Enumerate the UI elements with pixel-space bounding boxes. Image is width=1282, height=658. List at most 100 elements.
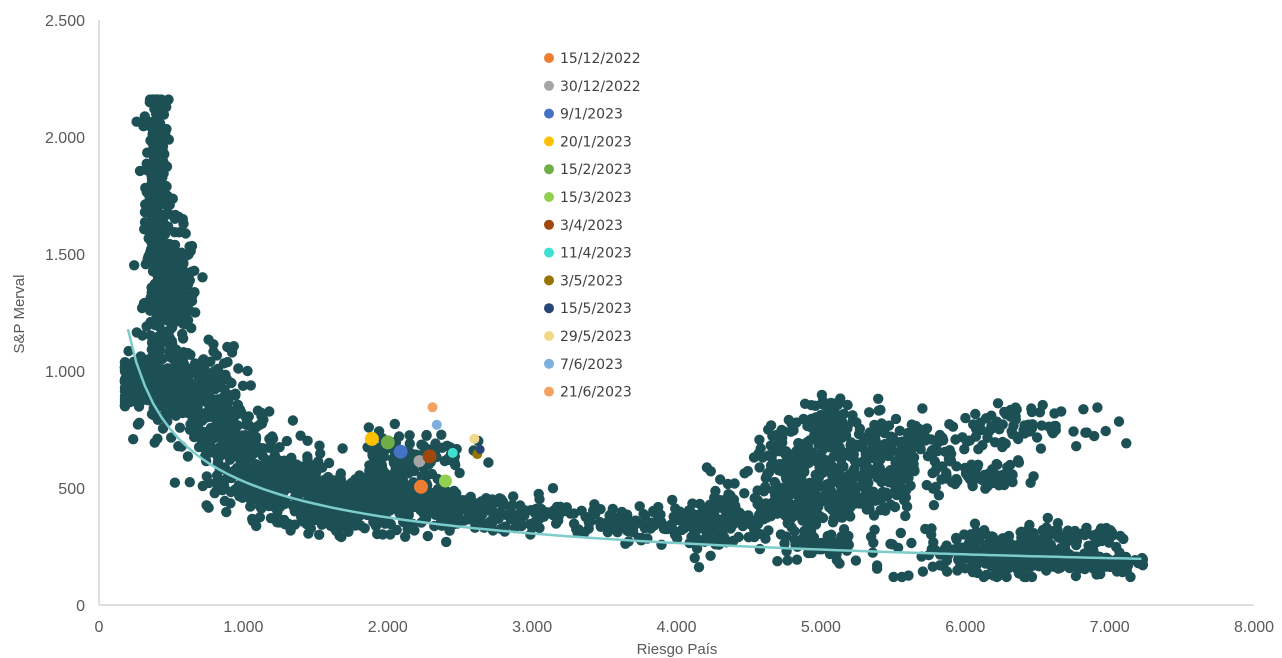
y-tick-label: 1.000 [45,364,85,381]
history-point [722,492,734,503]
history-point [201,396,212,408]
history-point [519,505,531,516]
history-point [132,419,144,430]
history-point [256,407,267,418]
legend-marker [544,80,554,91]
history-point [753,448,764,459]
history-point [305,523,317,534]
history-point [817,399,828,410]
history-point [287,500,299,512]
history-point [202,376,214,387]
history-point [256,418,268,429]
history-point [565,508,576,519]
history-point [170,247,181,258]
history-point [1027,419,1038,430]
history-point [147,116,158,128]
history-point [1101,522,1112,534]
history-point [337,443,348,454]
legend-label: 15/12/2022 [560,51,641,67]
history-point [329,515,340,526]
history-point [132,386,143,397]
history-point [1026,535,1037,547]
history-point [579,527,590,538]
history-point [845,439,856,451]
history-point [193,407,205,418]
history-point [281,474,292,485]
history-point [843,539,854,551]
history-point [752,514,763,525]
history-point [370,521,382,532]
history-point [687,498,698,509]
history-point [959,444,970,455]
history-point [152,379,163,391]
history-point [174,294,186,305]
legend-marker [544,275,554,286]
legend-marker [544,164,554,175]
history-point [604,525,615,536]
history-point [853,428,865,440]
history-point [729,500,741,511]
x-tick-label: 5.000 [801,619,841,636]
history-point [1078,404,1089,415]
history-point [962,470,973,482]
history-point [800,458,811,469]
history-point [162,260,173,271]
legend-item: 11/4/2023 [544,246,632,262]
history-point [372,528,383,540]
history-point [938,435,949,446]
history-point [689,519,700,530]
legend-item: 15/2/2023 [544,162,632,178]
x-tick-label: 0 [95,619,104,636]
history-point [923,549,935,561]
history-point [256,466,267,478]
history-point [190,365,201,376]
history-point [119,374,131,385]
history-point [804,538,815,549]
history-point [944,445,955,456]
history-point [1092,402,1103,413]
history-point [972,461,983,473]
history-point [795,536,806,547]
history-point [957,432,968,443]
history-point [839,422,850,433]
history-point [760,533,771,544]
history-point [925,434,937,445]
history-point [976,474,988,486]
history-point [672,533,683,544]
history-point [896,571,908,583]
history-point [208,339,219,350]
history-point [201,412,212,423]
date-point [447,447,458,458]
history-point [868,537,879,548]
history-point [328,475,340,486]
history-point [701,524,713,535]
history-point [120,383,132,394]
legend-label: 30/12/2022 [560,79,641,95]
history-point [496,494,507,505]
legend-label: 11/4/2023 [560,246,632,262]
highlighted-points [364,402,485,494]
x-tick-label: 7.000 [1090,619,1130,636]
historical-points [119,94,1149,583]
history-point [228,420,239,431]
legend-marker [544,136,554,147]
history-point [784,462,796,473]
legend-marker [544,386,554,397]
history-point [957,542,968,553]
history-point [1037,399,1048,411]
history-point [533,488,544,500]
history-point [158,308,169,320]
history-point [299,481,310,492]
history-point [1035,443,1047,454]
history-point [205,356,216,367]
history-point [395,483,406,494]
history-point [529,517,540,528]
history-point [928,500,940,511]
legend-marker [544,192,554,202]
history-point [825,397,837,409]
history-point [859,463,871,474]
history-point [119,398,131,409]
history-point [149,255,160,266]
y-axis-title: S&P Merval [11,275,28,354]
